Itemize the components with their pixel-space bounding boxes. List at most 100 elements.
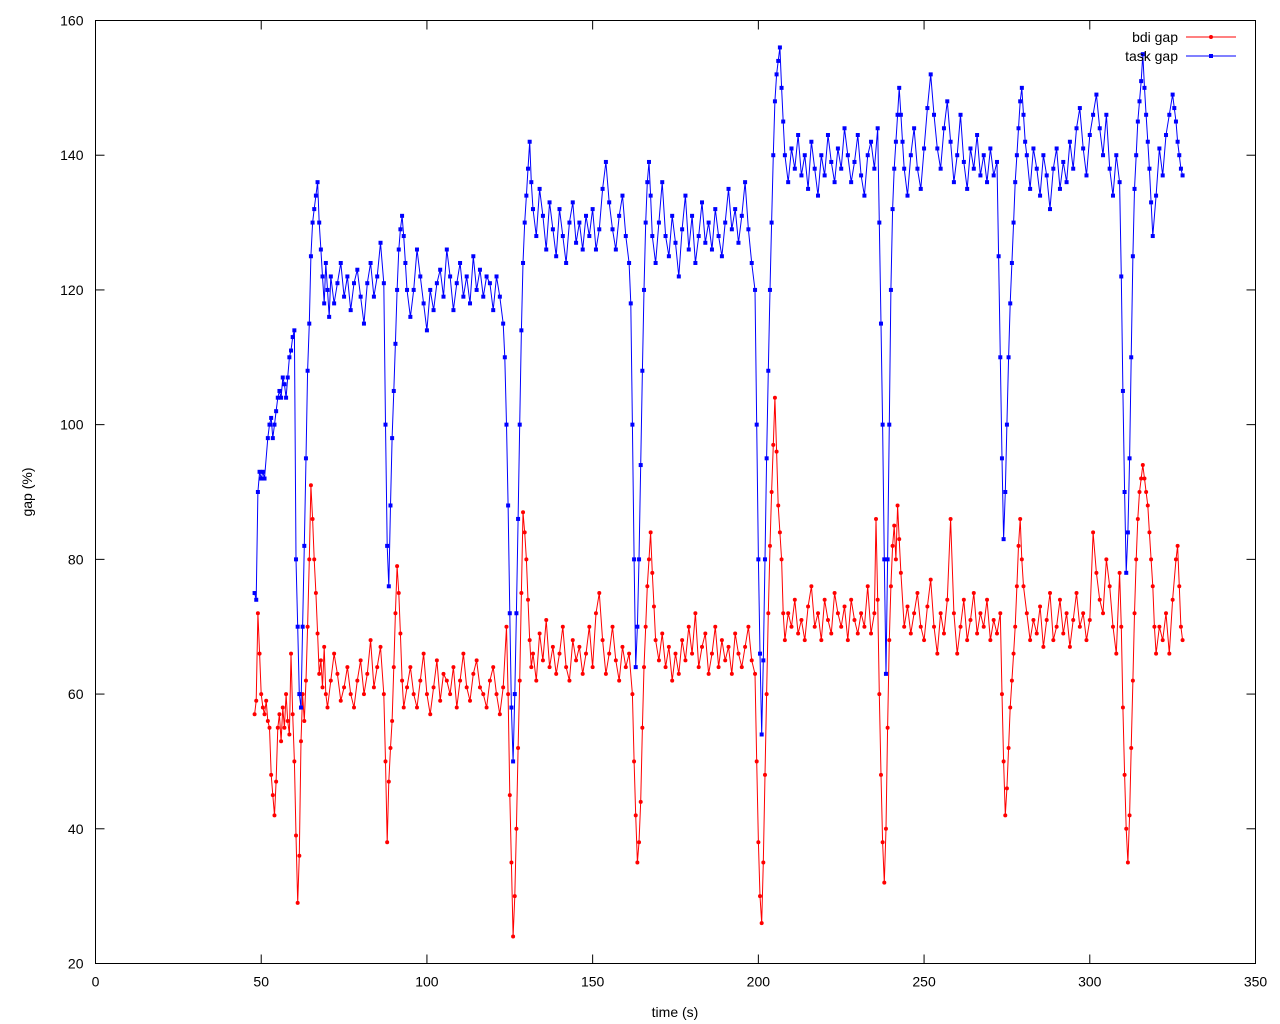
data-point-bdi-gap xyxy=(313,591,318,596)
data-point-task-gap xyxy=(524,193,529,198)
data-point-task-gap xyxy=(371,294,376,299)
data-point-bdi-gap xyxy=(991,617,996,622)
data-point-task-gap xyxy=(355,267,360,272)
data-point-bdi-gap xyxy=(315,631,320,636)
data-point-bdi-gap xyxy=(1087,617,1092,622)
data-point-bdi-gap xyxy=(925,604,930,609)
data-point-bdi-gap xyxy=(297,853,302,858)
data-point-task-gap xyxy=(484,274,489,279)
data-point-bdi-gap xyxy=(414,705,419,710)
data-point-bdi-gap xyxy=(530,651,535,656)
axes-layer: 0 50 100 150 200 250 300 350 20 40 60 80 100 120 140 16… xyxy=(60,13,1267,990)
data-point-task-gap xyxy=(766,368,771,373)
data-point-task-gap xyxy=(1071,166,1076,171)
data-point-task-gap xyxy=(297,692,302,697)
data-point-bdi-gap xyxy=(1061,631,1066,636)
data-point-bdi-gap xyxy=(303,678,308,683)
data-point-bdi-gap xyxy=(381,692,386,697)
data-point-bdi-gap xyxy=(320,685,325,690)
data-point-task-gap xyxy=(825,133,830,138)
data-point-task-gap xyxy=(739,213,744,218)
data-point-task-gap xyxy=(1139,79,1144,84)
data-point-bdi-gap xyxy=(1006,745,1011,750)
data-point-bdi-gap xyxy=(635,860,640,865)
data-point-bdi-gap xyxy=(1074,591,1079,596)
data-point-bdi-gap xyxy=(361,692,366,697)
data-point-bdi-gap xyxy=(666,644,671,649)
data-point-task-gap xyxy=(729,227,734,232)
data-point-bdi-gap xyxy=(792,597,797,602)
data-point-bdi-gap xyxy=(285,719,290,724)
y-tick-label: 80 xyxy=(68,551,84,567)
data-point-task-gap xyxy=(686,247,691,252)
data-point-bdi-gap xyxy=(511,934,516,939)
data-point-bdi-gap xyxy=(487,678,492,683)
data-point-task-gap xyxy=(733,207,738,212)
data-point-task-gap xyxy=(961,159,966,164)
data-point-bdi-gap xyxy=(985,597,990,602)
data-point-bdi-gap xyxy=(368,638,373,643)
data-point-task-gap xyxy=(1137,99,1142,104)
data-point-bdi-gap xyxy=(1150,584,1155,589)
data-point-task-gap xyxy=(1129,355,1134,360)
data-point-task-gap xyxy=(875,126,880,131)
data-point-task-gap xyxy=(1145,139,1150,144)
data-point-bdi-gap xyxy=(829,631,834,636)
data-point-bdi-gap xyxy=(1003,813,1008,818)
data-point-bdi-gap xyxy=(746,624,751,629)
data-point-bdi-gap xyxy=(280,705,285,710)
data-point-bdi-gap xyxy=(759,921,764,926)
data-point-bdi-gap xyxy=(1117,570,1122,575)
data-point-bdi-gap xyxy=(769,490,774,494)
data-point-bdi-gap xyxy=(471,671,476,676)
data-point-task-gap xyxy=(284,395,289,400)
data-point-task-gap xyxy=(1135,119,1140,124)
data-point-bdi-gap xyxy=(438,698,443,703)
data-point-task-gap xyxy=(673,240,678,245)
data-point-task-gap xyxy=(666,254,671,259)
data-point-task-gap xyxy=(771,153,776,158)
data-point-bdi-gap xyxy=(610,624,615,629)
data-point-task-gap xyxy=(307,321,312,326)
data-point-bdi-gap xyxy=(547,665,552,670)
data-point-task-gap xyxy=(893,139,898,144)
data-point-task-gap xyxy=(1041,153,1046,158)
data-point-task-gap xyxy=(627,260,632,265)
data-point-bdi-gap xyxy=(383,759,388,764)
data-point-task-gap xyxy=(922,146,927,151)
data-point-task-gap xyxy=(567,220,572,225)
data-point-task-gap xyxy=(753,287,758,292)
data-point-bdi-gap xyxy=(504,624,509,629)
data-point-bdi-gap xyxy=(1011,651,1016,656)
data-point-task-gap xyxy=(971,166,976,171)
data-point-bdi-gap xyxy=(753,671,758,676)
legend-label-bdi-gap: bdi gap xyxy=(1132,29,1178,45)
data-point-task-gap xyxy=(1016,126,1021,131)
data-point-task-gap xyxy=(706,220,711,225)
data-point-bdi-gap xyxy=(961,597,966,602)
data-point-bdi-gap xyxy=(617,678,622,683)
data-point-task-gap xyxy=(713,207,718,212)
data-point-task-gap xyxy=(852,159,857,164)
data-point-task-gap xyxy=(554,254,559,259)
data-point-bdi-gap xyxy=(398,631,403,636)
data-point-bdi-gap xyxy=(640,725,645,730)
data-point-task-gap xyxy=(487,281,492,286)
data-point-bdi-gap xyxy=(1051,638,1056,643)
data-point-bdi-gap xyxy=(822,597,827,602)
data-point-task-gap xyxy=(1067,139,1072,144)
data-point-bdi-gap xyxy=(713,624,718,629)
data-point-task-gap xyxy=(560,234,565,239)
data-point-bdi-gap xyxy=(651,604,656,609)
data-point-task-gap xyxy=(509,705,514,710)
data-point-bdi-gap xyxy=(1044,617,1049,622)
data-point-bdi-gap xyxy=(842,604,847,609)
data-point-task-gap xyxy=(1003,490,1008,494)
data-point-task-gap xyxy=(431,308,436,313)
data-point-task-gap xyxy=(464,274,469,279)
data-point-task-gap xyxy=(393,341,398,346)
data-point-task-gap xyxy=(516,516,521,521)
data-point-bdi-gap xyxy=(1028,638,1033,643)
data-point-bdi-gap xyxy=(888,584,893,589)
data-point-bdi-gap xyxy=(1177,584,1182,589)
